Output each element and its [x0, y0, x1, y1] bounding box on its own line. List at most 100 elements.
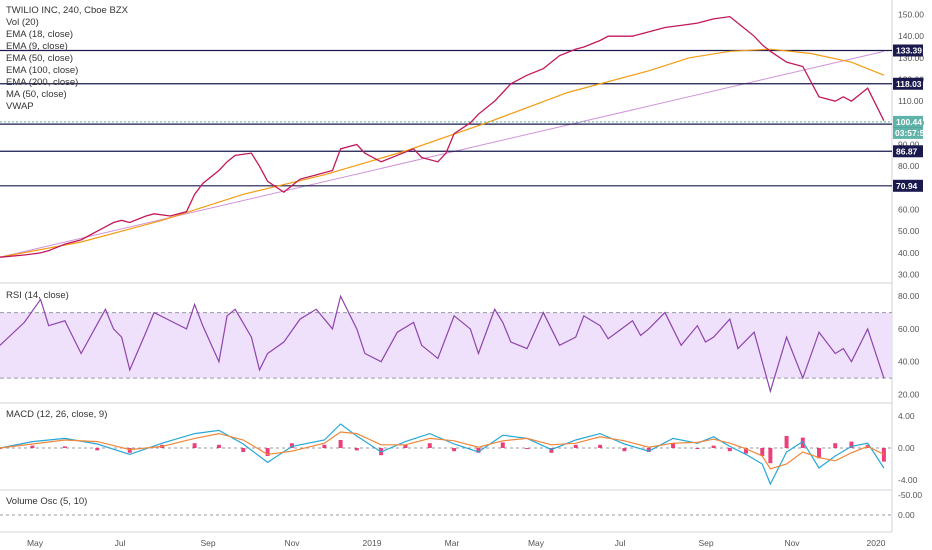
- price-tick-label: 150.00: [898, 10, 924, 20]
- price-tick-label: 140.00: [898, 31, 924, 41]
- legend-ema18: EMA (18, close): [6, 29, 73, 40]
- time-tick-label: Nov: [284, 538, 300, 548]
- time-tick-label: Sep: [698, 538, 713, 548]
- macd-hist-bar: [646, 448, 651, 452]
- vosc-tick-label: 0.00: [898, 510, 915, 520]
- rsi-pane[interactable]: [0, 294, 892, 394]
- macd-hist-bar: [760, 448, 765, 456]
- time-tick-label: May: [528, 538, 545, 548]
- time-tick-label: May: [27, 538, 44, 548]
- macd-hist-bar: [265, 448, 270, 456]
- macd-hist-bar: [817, 448, 822, 459]
- rsi-tick-label: 20.00: [898, 389, 920, 399]
- price-tick-label: 110.00: [898, 96, 924, 106]
- price-pane[interactable]: [0, 15, 892, 258]
- time-tick-label: Nov: [784, 538, 800, 548]
- macd-hist-bar: [354, 448, 359, 451]
- macd-hist-bar: [549, 448, 554, 453]
- pane-frames: [0, 0, 893, 533]
- level-tag-label-0: 133.39: [896, 45, 922, 55]
- volume-osc-title: Volume Osc (5, 10): [6, 496, 87, 507]
- time-axis[interactable]: May Jul Sep Nov 2019 Mar May Jul Sep Nov 2020: [27, 538, 886, 548]
- last-price-label: 100.44: [896, 117, 922, 127]
- macd-hist-bar: [573, 444, 578, 448]
- macd-hist-bar: [452, 448, 457, 452]
- legend-vwap: VWAP: [6, 101, 34, 112]
- macd-hist-bar: [289, 443, 294, 448]
- countdown-tag: [893, 127, 923, 139]
- price-tick-label: 40.00: [898, 248, 920, 258]
- macd-hist-bar: [800, 437, 805, 448]
- macd-hist-bar: [62, 446, 67, 448]
- macd-hist-bar: [338, 440, 343, 448]
- price-tick-label: 90.00: [898, 140, 920, 150]
- time-tick-label: 2019: [363, 538, 382, 548]
- time-tick-label: Jul: [115, 538, 126, 548]
- price-tick-label: 50.00: [898, 226, 920, 236]
- last-price-tag: [893, 115, 923, 128]
- macd-hist-bar: [881, 448, 886, 462]
- macd-hist-bar: [403, 444, 408, 448]
- time-tick-label: Mar: [445, 538, 460, 548]
- countdown-label: 03:57:50: [895, 128, 929, 138]
- macd-tick-label: 4.00: [898, 411, 915, 421]
- macd-pane[interactable]: [0, 423, 892, 486]
- vosc-tick-label: -50.00: [898, 490, 922, 500]
- macd-hist-bar: [768, 448, 773, 464]
- level-tag-3: [893, 145, 923, 158]
- rsi-tick-label: 40.00: [898, 357, 920, 367]
- level-tag-label-1: 118.03: [896, 79, 922, 89]
- macd-hist-bar: [849, 441, 854, 448]
- trendline: [0, 50, 885, 258]
- macd-hist-bar: [216, 444, 221, 448]
- macd-hist-bar: [598, 444, 603, 448]
- level-tag-4: [893, 179, 923, 192]
- ema200-line: [0, 48, 885, 258]
- price-tick-label: 60.00: [898, 205, 920, 215]
- rsi-title: RSI (14, close): [6, 290, 69, 301]
- macd-hist-bar: [711, 445, 716, 448]
- legend-ema9: EMA (9, close): [6, 41, 68, 52]
- macd-hist-bar: [127, 448, 132, 453]
- macd-hist-bar: [525, 448, 530, 449]
- macd-hist-bar: [727, 448, 732, 452]
- level-tag-label-4: 70.94: [896, 181, 918, 191]
- rsi-tick-label: 60.00: [898, 324, 920, 334]
- macd-hist-bar: [95, 448, 100, 451]
- level-tag-label-3: 86.87: [896, 146, 918, 156]
- macd-hist-bar: [500, 442, 505, 448]
- price-axis[interactable]: 150.00140.00130.00120.00110.00100.0090.0…: [893, 10, 929, 521]
- price-tick-label: 80.00: [898, 161, 920, 171]
- macd-hist-bar: [241, 448, 246, 452]
- legend-ema50: EMA (50, close): [6, 53, 73, 64]
- macd-hist-bar: [784, 436, 789, 448]
- rsi-line: [0, 294, 885, 394]
- price-line: [0, 15, 885, 258]
- macd-tick-label: 0.00: [898, 443, 915, 453]
- macd-hist-bar: [476, 448, 481, 453]
- rsi-band: [0, 312, 892, 379]
- macd-tick-label: -4.00: [898, 475, 918, 485]
- macd-hist-bar: [622, 448, 627, 452]
- legend-ema100: EMA (100, close): [6, 65, 78, 76]
- level-tag-1: [893, 77, 923, 90]
- macd-title: MACD (12, 26, close, 9): [6, 409, 107, 420]
- legend-ema200: EMA (200, close): [6, 77, 78, 88]
- macd-line: [0, 423, 885, 486]
- price-tick-label: 30.00: [898, 270, 920, 280]
- legend-vol: Vol (20): [6, 17, 39, 28]
- macd-hist-bar: [671, 443, 676, 448]
- macd-hist-bar: [695, 448, 700, 449]
- legend-ma50: MA (50, close): [6, 89, 67, 100]
- signal-line: [0, 431, 885, 470]
- macd-hist-bar: [0, 448, 2, 449]
- macd-hist-bar: [30, 445, 35, 448]
- macd-hist-bar: [744, 448, 749, 454]
- chart-title: TWILIO INC, 240, Cboe BZX: [6, 5, 129, 16]
- rsi-tick-label: 80.00: [898, 291, 920, 301]
- macd-hist-bar: [833, 443, 838, 448]
- time-tick-label: Jul: [615, 538, 626, 548]
- level-tag-0: [893, 44, 923, 57]
